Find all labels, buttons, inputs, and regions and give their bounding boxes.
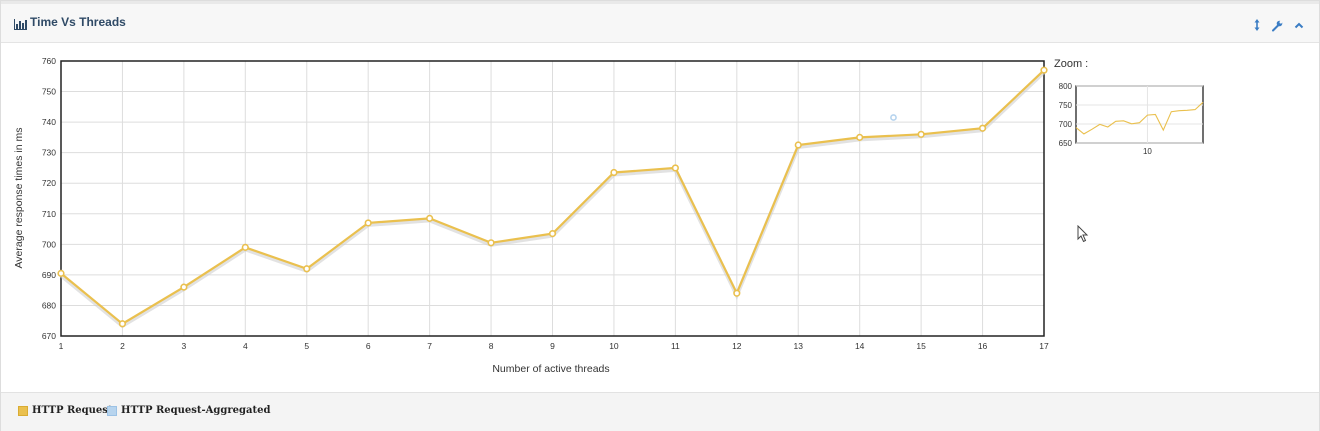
x-tick-label: 4	[243, 341, 248, 351]
x-tick-label: 5	[304, 341, 309, 351]
x-tick-label: 16	[978, 341, 988, 351]
data-point-http-request[interactable]	[794, 141, 802, 149]
data-point-http-request[interactable]	[733, 289, 741, 297]
x-tick-label: 9	[550, 341, 555, 351]
data-point-http-request[interactable]	[364, 219, 372, 227]
x-tick-label: 12	[732, 341, 742, 351]
zoom-series-line	[1075, 101, 1204, 135]
data-point-http-request[interactable]	[426, 214, 434, 222]
zoom-x-tick-label: 10	[1143, 147, 1152, 156]
data-point-http-request[interactable]	[180, 283, 188, 291]
x-tick-label: 13	[794, 341, 804, 351]
bar-chart-icon	[14, 19, 27, 30]
zoom-y-tick-label: 800	[1059, 82, 1073, 91]
plot-frame	[60, 60, 1045, 337]
panel-title: Time Vs Threads	[30, 15, 126, 29]
legend-swatch-http-request	[18, 406, 28, 416]
data-point-http-request[interactable]	[548, 230, 557, 238]
x-tick-label: 8	[489, 341, 494, 351]
data-point-http-request[interactable]	[671, 164, 679, 172]
x-tick-label: 17	[1039, 341, 1049, 351]
data-point-http-request[interactable]	[57, 269, 65, 277]
y-tick-label: 760	[42, 56, 56, 66]
x-tick-label: 3	[182, 341, 187, 351]
zoom-overview[interactable]: 800 750 700 650 10	[1059, 82, 1204, 156]
legend-label-http-request: HTTP Request	[32, 405, 113, 416]
x-axis-label: Number of active threads	[492, 363, 609, 375]
data-point-http-request[interactable]	[917, 130, 925, 138]
zoom-y-tick-label: 750	[1059, 101, 1073, 110]
zoom-frame	[1075, 85, 1204, 144]
y-tick-label: 680	[42, 300, 56, 310]
y-tick-label: 690	[42, 270, 56, 280]
wrench-icon[interactable]	[1271, 18, 1283, 32]
data-point-http-request[interactable]	[856, 133, 864, 141]
legend-swatch-http-request-aggregated	[107, 406, 117, 416]
chevron-up-icon[interactable]	[1293, 18, 1305, 32]
data-point-http-request[interactable]	[978, 124, 987, 132]
x-tick-label: 10	[609, 341, 619, 351]
y-axis-label: Average response times in ms	[13, 127, 25, 268]
y-tick-label: 710	[42, 209, 56, 219]
legend-bar: HTTP Request HTTP Request-Aggregated	[1, 392, 1319, 431]
x-tick-label: 14	[855, 341, 865, 351]
y-tick-label: 730	[42, 148, 56, 158]
zoom-label: Zoom :	[1054, 58, 1088, 70]
x-tick-label: 6	[366, 341, 371, 351]
y-tick-label: 750	[42, 87, 56, 97]
data-point-http-request[interactable]	[1040, 66, 1048, 74]
panel-top-border	[1, 1, 1319, 4]
y-tick-label: 740	[42, 117, 56, 127]
data-point-http-request-aggregated[interactable]	[890, 114, 897, 121]
x-tick-label: 1	[59, 341, 64, 351]
zoom-y-tick-label: 650	[1059, 139, 1073, 148]
data-point-http-request[interactable]	[487, 239, 495, 247]
data-point-http-request[interactable]	[241, 243, 249, 251]
zoom-y-tick-label: 700	[1059, 120, 1073, 129]
data-point-http-request[interactable]	[118, 320, 127, 328]
legend-label-http-request-aggregated: HTTP Request-Aggregated	[121, 405, 271, 416]
y-tick-label: 720	[42, 178, 56, 188]
x-tick-label: 15	[916, 341, 926, 351]
y-tick-label: 700	[42, 239, 56, 249]
panel-header: Time Vs Threads	[1, 4, 1319, 43]
chart-area: 670 680 690 700 710 720 730 740 750 760 1 2 3 4 5 6 7 8 9 1…	[1, 43, 1319, 392]
data-point-http-request[interactable]	[610, 168, 618, 177]
x-tick-label: 7	[427, 341, 432, 351]
sort-arrows-icon[interactable]	[1251, 18, 1263, 32]
x-tick-label: 2	[120, 341, 125, 351]
x-tick-label: 11	[671, 341, 680, 351]
data-point-http-request[interactable]	[303, 265, 311, 273]
y-tick-label: 670	[42, 331, 56, 341]
mouse-cursor-icon	[1077, 225, 1089, 243]
